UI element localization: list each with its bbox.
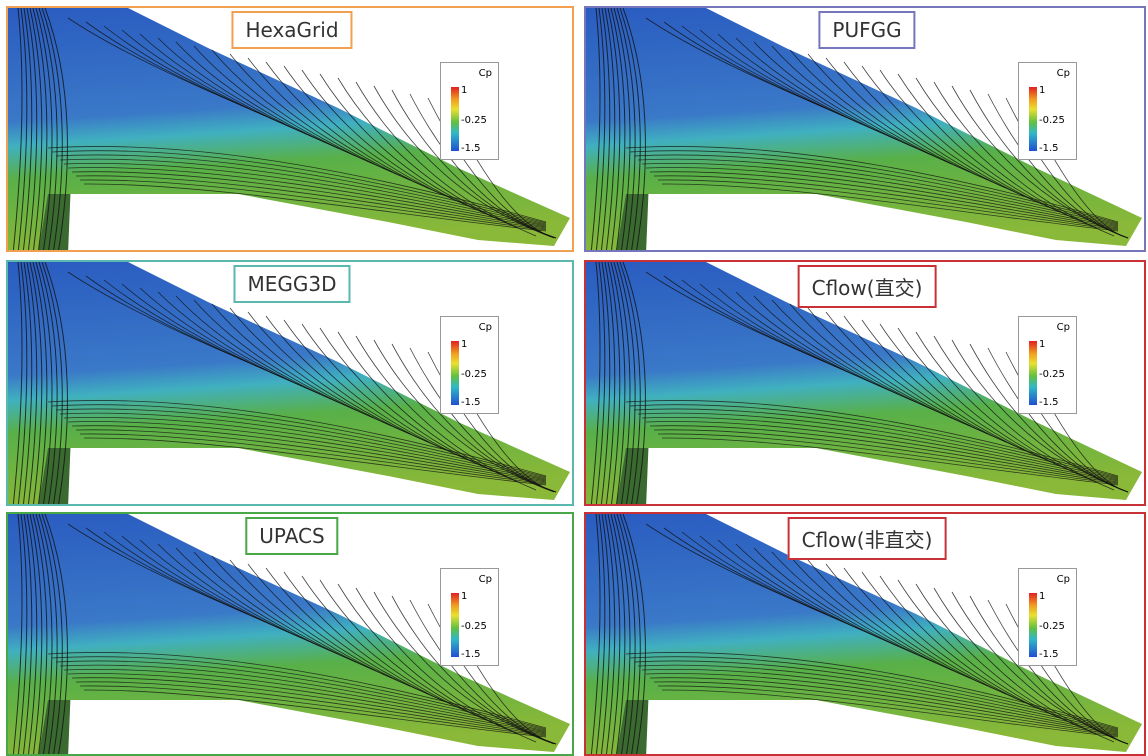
panel-label: MEGG3D bbox=[233, 265, 350, 303]
panel-label: HexaGrid bbox=[231, 11, 352, 49]
panel-label: PUFGG bbox=[818, 11, 915, 49]
legend: Cp 1 -0.25 -1.5 bbox=[1018, 316, 1077, 414]
legend-label: -0.25 bbox=[1039, 621, 1065, 632]
legend: Cp 1 -0.25 -1.5 bbox=[1018, 568, 1077, 666]
legend-label: -1.5 bbox=[461, 143, 481, 154]
color-bar bbox=[1029, 87, 1037, 151]
panel: Cflow(直交) Cp 1 -0.25 -1.5 bbox=[584, 260, 1146, 506]
legend-title: Cp bbox=[1057, 68, 1070, 79]
legend-label: -1.5 bbox=[1039, 397, 1059, 408]
legend-label: 1 bbox=[461, 85, 467, 96]
legend-label: -1.5 bbox=[461, 649, 481, 660]
color-bar bbox=[1029, 341, 1037, 405]
legend-label: 1 bbox=[461, 339, 467, 350]
panel: Cflow(非直交) Cp 1 -0.25 -1.5 bbox=[584, 512, 1146, 756]
color-bar bbox=[451, 593, 459, 657]
legend-title: Cp bbox=[1057, 574, 1070, 585]
legend: Cp 1 -0.25 -1.5 bbox=[440, 62, 499, 160]
color-bar bbox=[451, 87, 459, 151]
legend-title: Cp bbox=[479, 322, 492, 333]
panel: MEGG3D Cp 1 -0.25 -1.5 bbox=[6, 260, 574, 506]
panel: UPACS Cp 1 -0.25 -1.5 bbox=[6, 512, 574, 756]
panel: PUFGG Cp 1 -0.25 -1.5 bbox=[584, 6, 1146, 252]
legend-label: -0.25 bbox=[461, 115, 487, 126]
panel-label: Cflow(直交) bbox=[798, 265, 937, 308]
legend-title: Cp bbox=[479, 574, 492, 585]
legend-label: 1 bbox=[1039, 339, 1045, 350]
legend-label: -0.25 bbox=[461, 369, 487, 380]
legend: Cp 1 -0.25 -1.5 bbox=[440, 568, 499, 666]
panel-label: UPACS bbox=[245, 517, 338, 555]
legend-label: 1 bbox=[1039, 85, 1045, 96]
panel-label: Cflow(非直交) bbox=[788, 517, 947, 560]
legend-label: 1 bbox=[461, 591, 467, 602]
legend-label: 1 bbox=[1039, 591, 1045, 602]
legend-title: Cp bbox=[1057, 322, 1070, 333]
legend-label: -0.25 bbox=[1039, 115, 1065, 126]
legend-label: -0.25 bbox=[1039, 369, 1065, 380]
color-bar bbox=[1029, 593, 1037, 657]
legend-label: -0.25 bbox=[461, 621, 487, 632]
legend: Cp 1 -0.25 -1.5 bbox=[440, 316, 499, 414]
panel: HexaGrid Cp 1 -0.25 -1.5 bbox=[6, 6, 574, 252]
legend-label: -1.5 bbox=[461, 397, 481, 408]
legend-label: -1.5 bbox=[1039, 649, 1059, 660]
page: HexaGridCp1-0.25-1.5PUFGGCp1-0.25-1.5MEG… bbox=[0, 0, 1148, 756]
legend: Cp 1 -0.25 -1.5 bbox=[1018, 62, 1077, 160]
legend-label: -1.5 bbox=[1039, 143, 1059, 154]
color-bar bbox=[451, 341, 459, 405]
legend-title: Cp bbox=[479, 68, 492, 79]
